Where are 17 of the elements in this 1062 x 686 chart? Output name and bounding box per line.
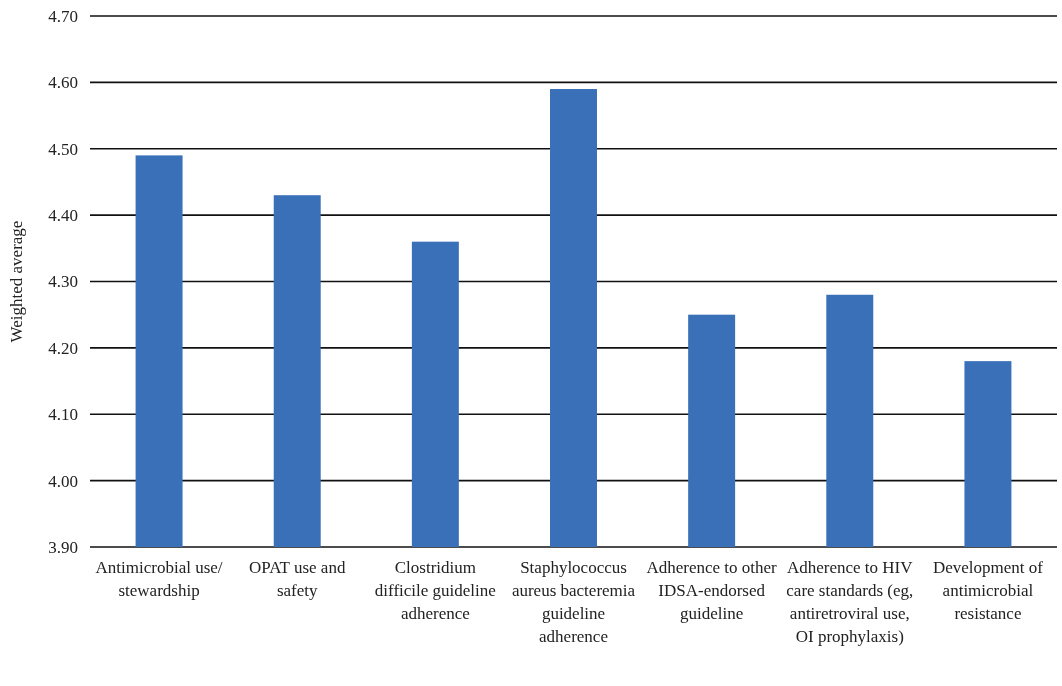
- y-tick-label: 3.90: [48, 537, 78, 557]
- y-tick-label: 4.30: [48, 272, 78, 292]
- y-tick-label: 4.00: [48, 471, 78, 491]
- x-tick-label: Staphylococcus aureus bacteremia guideline adherence: [511, 558, 636, 646]
- y-tick-label: 4.70: [48, 6, 78, 26]
- x-tick-label: Antimicrobial use/stewardship: [95, 558, 223, 601]
- y-tick-label: 4.50: [48, 139, 78, 159]
- x-tick-label: Development of antimicrobial resistance: [932, 558, 1044, 623]
- x-tick-label: Adherence to HIV care standards (eg, antiretroviral use, OI prophylaxis): [786, 558, 914, 646]
- x-tick-label: Clostridium difficile guideline adherence: [374, 558, 496, 623]
- x-tick-label: Adherence to other IDSA-endorsed guideline: [646, 558, 778, 623]
- y-axis-title: Weighted average: [7, 220, 26, 343]
- y-tick-label: 4.60: [48, 73, 78, 93]
- y-tick-label: 4.10: [48, 405, 78, 425]
- y-tick-label: 4.20: [48, 338, 78, 358]
- x-tick-label: OPAT use and safety: [249, 558, 346, 601]
- y-tick-label: 4.40: [48, 206, 78, 226]
